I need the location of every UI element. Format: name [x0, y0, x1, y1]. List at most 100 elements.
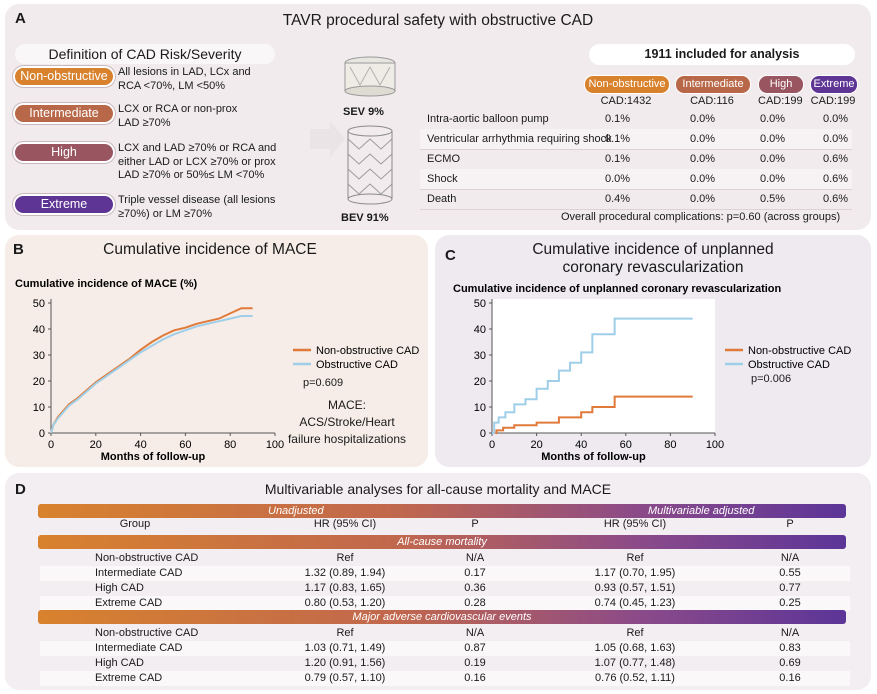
mace-row-cell: 0.19: [464, 657, 486, 669]
mortality-row-cell: 0.17: [464, 567, 486, 579]
y-tick-label: 40: [33, 324, 45, 336]
x-tick-label: 60: [620, 439, 632, 451]
risk-desc-line2: either LAD or LCX ≥70% or prox: [118, 155, 276, 168]
revasc-chart: 0 10 20 30 40 50 0 20 40 60 80 100 Months of follow-…: [453, 283, 851, 463]
outcome-value: 0.0%: [690, 193, 716, 205]
revasc-pvalue: p=0.006: [751, 373, 792, 385]
mace-row-cell: 0.79 (0.57, 1.10): [304, 672, 386, 684]
mace-row-cell: N/A: [780, 627, 800, 639]
included-count: 1911 included for analysis: [589, 44, 855, 65]
outcome-value: 0.6%: [823, 173, 849, 185]
x-tick-label: 40: [134, 439, 146, 451]
definition-title: Definition of CAD Risk/Severity: [15, 44, 275, 64]
outcome-value: 0.0%: [690, 133, 716, 145]
sev-label: SEV 9%: [343, 106, 384, 118]
analysis-header-bar: Unadjusted Multivariable adjusted: [38, 504, 846, 518]
y-tick-label: 10: [33, 402, 45, 414]
outcome-value: 0.0%: [823, 133, 849, 145]
adjusted-label: Multivariable adjusted: [648, 505, 755, 517]
mace-row-cell: 0.69: [779, 657, 801, 669]
group-pill-2: High: [758, 75, 804, 94]
panel-a-title: TAVR procedural safety with obstructive …: [282, 12, 594, 29]
panel-c-title: Cumulative incidence of unplanned corona…: [435, 241, 871, 277]
panel-a-label: A: [15, 10, 26, 27]
panel-a: A TAVR procedural safety with obstructiv…: [5, 4, 871, 230]
mace-row-cell: 0.16: [779, 672, 801, 684]
mortality-row: Intermediate CAD 1.32 (0.89, 1.94) 0.17 1.1…: [40, 566, 850, 581]
mace-row: Non-obstructive CAD Ref N/A Ref N/A: [40, 626, 850, 641]
outcome-name: Shock: [427, 173, 458, 185]
header-row-cell: P: [786, 518, 794, 530]
x-tick-label: 100: [706, 439, 724, 451]
mortality-row-cell: 1.17 (0.70, 1.95): [594, 567, 676, 579]
mace-note-line2: failure hospitalizations: [287, 432, 407, 446]
mortality-row-cell: N/A: [465, 552, 485, 564]
panel-c-title-line2: coronary revascularization: [562, 259, 744, 276]
outcome-name: Ventricular arrhythmia requiring shock: [427, 133, 612, 145]
mace-row-cell: High CAD: [95, 657, 144, 669]
group-pill-1: Intermediate: [675, 75, 751, 94]
x-tick-label: 20: [90, 439, 102, 451]
risk-desc-line1: All lesions in LAD, LCx and: [118, 66, 251, 78]
mortality-row-cell: 0.74 (0.45, 1.23): [594, 597, 676, 609]
mace-row-cell: Intermediate CAD: [95, 642, 183, 654]
mortality-row-cell: Ref: [626, 552, 644, 564]
overall-complications: Overall procedural complications: p=0.60…: [561, 211, 841, 223]
outcome-row: ECMO 0.1% 0.0% 0.0% 0.6%: [420, 149, 852, 170]
mace-row-cell: 1.03 (0.71, 1.49): [304, 642, 386, 654]
mace-note-line1: MACE: ACS/Stroke/Heart: [299, 398, 395, 429]
panel-d-label: D: [15, 481, 26, 498]
x-tick-label: 80: [224, 439, 236, 451]
y-tick-label: 10: [474, 402, 486, 414]
y-tick-label: 50: [33, 298, 45, 310]
risk-description-3: Triple vessel disease (all lesions ≥70%) …: [118, 194, 308, 221]
outcome-value: 0.0%: [823, 113, 849, 125]
panel-d-title: Multivariable analyses for all-cause mor…: [264, 481, 612, 497]
outcome-value: 0.0%: [760, 173, 786, 185]
valve-illustrations: [310, 56, 396, 205]
risk-description-0: All lesions in LAD, LCx and RCA <70%, LM …: [118, 66, 308, 93]
outcome-value: 0.0%: [690, 153, 716, 165]
header-row-cell: P: [471, 518, 479, 530]
outcome-value: 0.1%: [605, 113, 631, 125]
panel-c: C Cumulative incidence of unplanned coro…: [435, 235, 871, 467]
mace-row-cell: 0.83: [779, 642, 801, 654]
risk-desc-line1: LCX and LAD ≥70% or RCA and: [118, 142, 277, 154]
risk-desc-line2: ≥70%) or LM ≥70%: [118, 207, 212, 220]
panel-b-label: B: [13, 241, 24, 258]
outcome-name: Death: [427, 193, 457, 205]
header-row-cell: HR (95% CI): [313, 518, 377, 530]
sev-valve-icon: [344, 56, 396, 97]
mace-row-cell: Ref: [336, 627, 354, 639]
legend-label: Obstructive CAD: [316, 359, 398, 371]
mace-chart: 0 10 20 30 40 50 0 20 40 60 80 100 Months of follow-…: [15, 278, 419, 463]
group-count-0: CAD:1432: [600, 95, 652, 107]
x-tick-label: 20: [530, 439, 542, 451]
x-axis-label: Months of follow-up: [101, 451, 206, 463]
risk-desc-line3: LAD ≥70% or 50%≤ LM <70%: [118, 169, 265, 181]
outcome-value: 0.1%: [605, 133, 631, 145]
risk-description-1: LCX or RCA or non-prox LAD ≥70%: [118, 103, 308, 130]
group-count-1: CAD:116: [690, 95, 734, 107]
mortality-row-cell: 0.28: [464, 597, 486, 609]
header-row-cell: HR (95% CI): [603, 518, 667, 530]
risk-desc-line2: LAD ≥70%: [118, 116, 171, 129]
panel-c-label: C: [445, 247, 456, 264]
mortality-row-cell: 0.55: [779, 567, 801, 579]
legend-label: Non-obstructive CAD: [748, 345, 851, 357]
y-tick-label: 30: [474, 350, 486, 362]
outcome-value: 0.6%: [823, 153, 849, 165]
mortality-row-cell: 1.32 (0.89, 1.94): [304, 567, 386, 579]
risk-pill-0: Non-obstructive: [13, 66, 115, 87]
arrow-icon: [310, 121, 345, 157]
mace-definition-note: MACE: ACS/Stroke/Heart failure hospitali…: [282, 397, 412, 448]
series-line-0: [50, 307, 253, 434]
header-row: Group HR (95% CI) P HR (95% CI) P: [40, 517, 850, 532]
outcome-value: 0.0%: [690, 113, 716, 125]
y-axis-label: Cumulative incidence of MACE (%): [15, 278, 197, 290]
x-axis-label: Months of follow-up: [541, 451, 646, 463]
x-tick-label: 80: [664, 439, 676, 451]
outcome-value: 0.0%: [760, 113, 786, 125]
y-tick-label: 20: [33, 376, 45, 388]
outcome-value: 0.0%: [760, 133, 786, 145]
